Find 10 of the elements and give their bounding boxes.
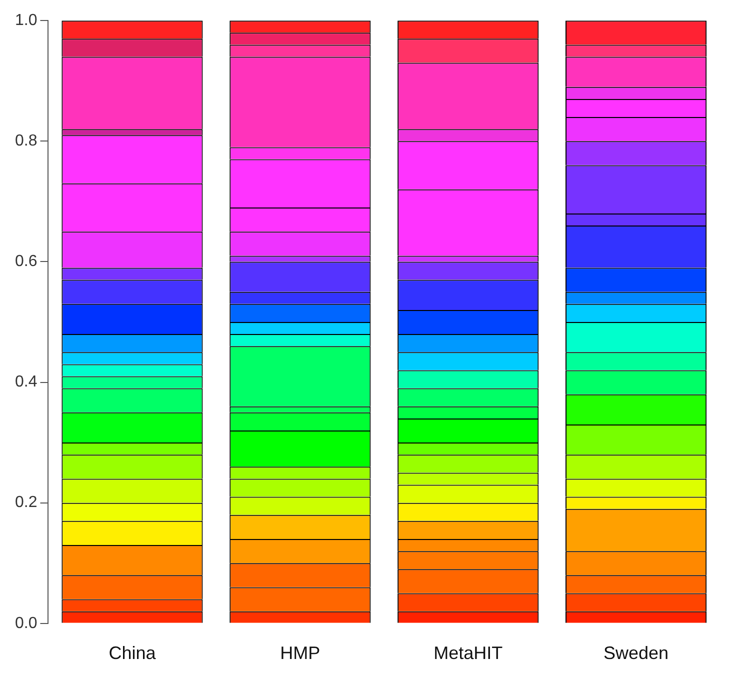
x-tick-label: Sweden (604, 643, 669, 664)
y-tick-label: 0.6 (14, 253, 38, 270)
x-tick-label: MetaHIT (434, 643, 503, 664)
y-tick-label: 0.0 (14, 614, 38, 632)
y-tick-label: 0.4 (14, 374, 38, 391)
y-tick-label: 0.2 (14, 494, 38, 512)
x-tick-label: China (108, 643, 157, 664)
y-tick-label: 0.8 (14, 132, 38, 150)
y-tick-label: 1.0 (14, 12, 38, 30)
x-tick-label: HMP (280, 643, 320, 664)
